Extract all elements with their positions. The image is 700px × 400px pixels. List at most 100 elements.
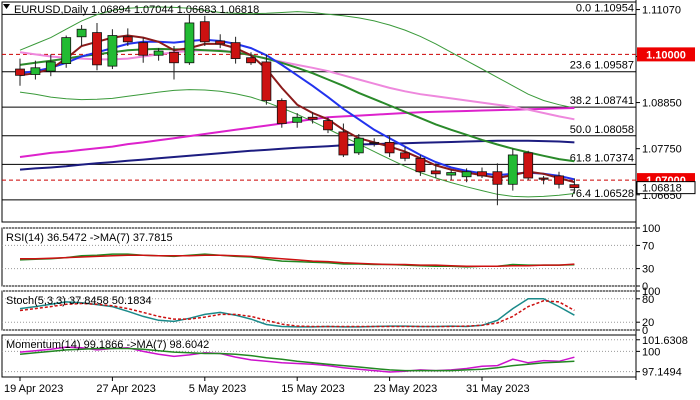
fibonacci-level-label: 76.4 1.06528	[570, 188, 634, 200]
candle	[477, 167, 487, 178]
candle-body-bull	[61, 37, 72, 65]
indicator-tick-label: 100	[642, 346, 660, 358]
candle-body-bear	[323, 120, 333, 131]
candle-body-bull	[76, 28, 87, 38]
candle-body-bear	[430, 170, 441, 175]
indicator-tick-label: 97.1494	[642, 367, 682, 379]
candle	[292, 113, 303, 128]
price-tick-label: 1.08850	[642, 98, 682, 110]
candle	[169, 46, 179, 80]
price-tag-bg	[637, 47, 695, 62]
candle-body-bull	[153, 50, 164, 56]
candle	[307, 112, 318, 124]
candle	[523, 150, 534, 181]
candle-body-bear	[415, 157, 426, 173]
candle	[261, 54, 272, 105]
candle-body-bear	[261, 61, 272, 101]
candle-body-bear	[523, 152, 534, 179]
chart-menu-triangle-icon[interactable]	[3, 4, 10, 9]
candle	[184, 14, 195, 65]
candle	[400, 146, 410, 162]
candle	[554, 171, 564, 189]
current-price-tag	[636, 181, 696, 195]
indicator-tick-label: 101.6308	[642, 335, 688, 347]
indicator-tick-label: 70	[642, 240, 654, 252]
candle	[15, 58, 25, 86]
candle	[461, 168, 472, 183]
candle-body-bull	[184, 22, 195, 64]
momentum-series-1	[19, 347, 575, 372]
indicator-tick-label: 0	[642, 325, 648, 337]
candle-body-bear	[569, 184, 580, 189]
candle-body-bear	[477, 171, 487, 177]
candle-body-bull	[353, 137, 364, 154]
candle-body-bull	[292, 116, 303, 123]
overlay-bb-upper	[19, 6, 575, 109]
candle-body-bear	[122, 36, 133, 43]
candle	[215, 34, 226, 49]
candle-body-bear	[215, 40, 226, 45]
candle	[246, 52, 256, 65]
candle-body-bull	[30, 67, 41, 75]
candle	[153, 48, 164, 61]
time-tick-label: 31 May 2023	[466, 383, 530, 395]
time-tick-label: 5 May 2023	[189, 383, 246, 395]
candle	[369, 138, 380, 147]
candle	[384, 136, 395, 158]
candle	[569, 178, 580, 194]
candle	[415, 154, 426, 176]
current-price-label: 1.06818	[642, 183, 682, 195]
candle-body-bear	[246, 57, 256, 64]
fibonacci-level-label: 38.2 1.08741	[570, 95, 634, 107]
symbol-timeframe: EURUSD,Daily	[14, 4, 88, 16]
candle-body-bull	[507, 154, 518, 185]
fibonacci-level-label: 23.6 1.09587	[570, 60, 634, 72]
candle	[92, 22, 102, 71]
candle-body-bear	[369, 141, 380, 144]
candle	[492, 163, 503, 206]
fibonacci-level-label: 61.8 1.07374	[570, 152, 634, 164]
candle	[446, 169, 457, 181]
candle-body-bear	[276, 100, 287, 124]
candle	[338, 123, 349, 158]
candle-body-bull	[461, 171, 472, 178]
candle-body-bear	[15, 68, 25, 76]
candle	[107, 29, 118, 70]
candle-body-bear	[554, 175, 564, 185]
candle-body-bear	[492, 171, 503, 185]
candle-body-bear	[138, 42, 149, 56]
time-tick-label: 23 May 2023	[374, 383, 438, 395]
candle	[430, 163, 441, 178]
indicator-tick-label: 20	[642, 317, 654, 329]
candle-body-bull	[446, 172, 457, 176]
price-tick-label: 1.07750	[642, 144, 682, 156]
candle	[276, 98, 287, 128]
stoch-label: Stoch(5,3,3) 37.8458 50.1834	[6, 295, 152, 307]
chart-header: EURUSD,Daily 1.06894 1.07044 1.06683 1.0…	[14, 4, 259, 16]
candle-body-bear	[199, 21, 210, 43]
fibonacci-level-label: 50.0 1.08058	[570, 124, 634, 136]
time-tick-label: 27 Apr 2023	[96, 383, 155, 395]
time-tick-label: 19 Apr 2023	[4, 383, 63, 395]
candle	[45, 54, 56, 77]
candle	[230, 36, 241, 64]
candle-body-bear	[338, 131, 349, 156]
candle	[122, 28, 133, 46]
candle-body-bull	[45, 61, 56, 72]
candle-body-bear	[307, 116, 318, 120]
indicator-tick-label: 100	[642, 286, 660, 298]
candle	[353, 134, 364, 155]
candle	[199, 15, 210, 46]
indicator-tick-label: 0	[642, 281, 648, 293]
candle	[538, 175, 549, 185]
candle-body-bear	[169, 51, 179, 64]
candle	[507, 148, 518, 191]
indicator-tick-label: 30	[642, 264, 654, 276]
price-tag-label: 1.10000	[646, 49, 686, 61]
candle-body-bear	[230, 42, 241, 59]
candle	[138, 37, 149, 63]
rsi-series-1	[20, 254, 575, 268]
candle	[61, 35, 72, 68]
candle	[76, 25, 87, 46]
